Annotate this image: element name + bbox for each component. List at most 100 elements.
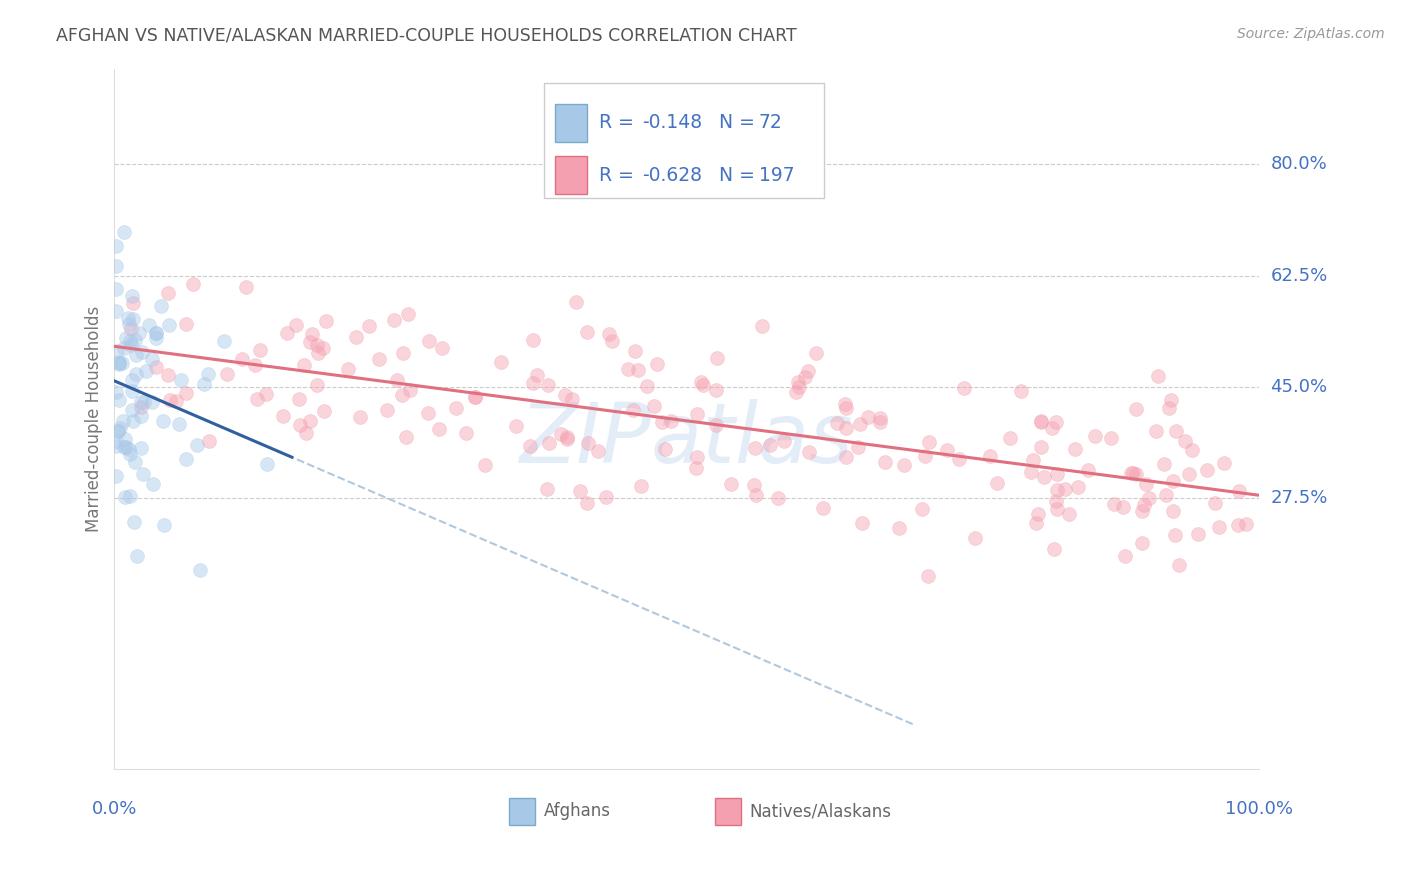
Point (114, 432, 136, 446)
Point (118, 489, 141, 503)
Point (108, 356, 131, 370)
Point (153, 518, 176, 533)
Point (692, 377, 714, 392)
Point (145, 331, 167, 345)
Point (659, 414, 682, 428)
Point (1125, 467, 1147, 482)
Point (117, 310, 139, 325)
Point (519, 439, 541, 453)
Point (1031, 414, 1053, 428)
Point (1236, 516, 1258, 531)
Point (197, 367, 219, 381)
Point (1157, 401, 1180, 416)
Point (1227, 484, 1250, 499)
Point (108, 392, 131, 407)
Point (243, 358, 266, 372)
Point (112, 341, 135, 355)
Point (873, 455, 896, 469)
Point (1226, 518, 1249, 533)
Point (188, 563, 211, 577)
Point (186, 438, 208, 452)
Point (918, 434, 941, 449)
Point (156, 368, 179, 382)
Point (104, 259, 127, 273)
Point (630, 479, 652, 493)
Point (145, 326, 167, 340)
Point (249, 343, 271, 357)
Point (911, 502, 934, 516)
Point (416, 406, 439, 420)
Point (118, 317, 141, 331)
Point (112, 225, 135, 239)
Point (773, 434, 796, 448)
Point (759, 438, 782, 452)
Point (526, 368, 548, 383)
Point (391, 388, 413, 402)
Point (292, 358, 315, 372)
Point (785, 384, 807, 399)
Point (430, 342, 453, 356)
Point (1042, 542, 1064, 557)
Point (1139, 491, 1161, 505)
Point (685, 461, 707, 475)
Point (114, 490, 136, 504)
Point (522, 334, 544, 348)
Point (312, 404, 335, 418)
Point (231, 351, 253, 366)
Point (706, 384, 728, 398)
Point (998, 431, 1021, 445)
Point (122, 296, 145, 310)
Point (427, 422, 450, 436)
Point (1040, 420, 1063, 434)
Point (948, 451, 970, 466)
Point (834, 397, 856, 411)
Point (1021, 453, 1043, 467)
Point (474, 458, 496, 472)
Text: Natives/Alaskans: Natives/Alaskans (749, 802, 891, 821)
Point (720, 477, 742, 491)
Point (1164, 424, 1187, 438)
Point (1130, 536, 1153, 550)
Point (835, 421, 858, 435)
Point (1153, 458, 1175, 472)
Text: 45.0%: 45.0% (1271, 378, 1327, 396)
Point (1067, 480, 1090, 494)
Point (1161, 504, 1184, 518)
Point (129, 409, 152, 424)
Point (276, 326, 298, 340)
Point (295, 425, 318, 440)
Point (1084, 429, 1107, 443)
Point (387, 373, 409, 387)
Point (489, 355, 512, 369)
Point (1026, 508, 1049, 522)
Point (394, 430, 416, 444)
Text: N =: N = (718, 166, 761, 185)
Point (129, 394, 152, 409)
Point (145, 359, 167, 374)
Point (254, 387, 277, 401)
Point (1204, 496, 1226, 510)
Point (598, 327, 620, 342)
Point (1135, 476, 1157, 491)
Point (174, 451, 197, 466)
Point (121, 373, 143, 387)
Point (536, 483, 558, 497)
Point (298, 335, 321, 350)
Point (167, 417, 190, 431)
Point (986, 475, 1008, 490)
Bar (555, 103, 588, 142)
Point (114, 331, 136, 345)
Point (645, 358, 668, 372)
Point (288, 392, 311, 406)
Text: 100.0%: 100.0% (1225, 800, 1294, 818)
Point (135, 364, 157, 378)
Text: 27.5%: 27.5% (1271, 490, 1327, 508)
Point (124, 367, 146, 381)
Point (105, 344, 128, 359)
Point (120, 337, 142, 351)
Point (396, 307, 419, 321)
Point (337, 362, 360, 376)
Point (1174, 434, 1197, 449)
Point (165, 393, 187, 408)
Point (124, 333, 146, 347)
